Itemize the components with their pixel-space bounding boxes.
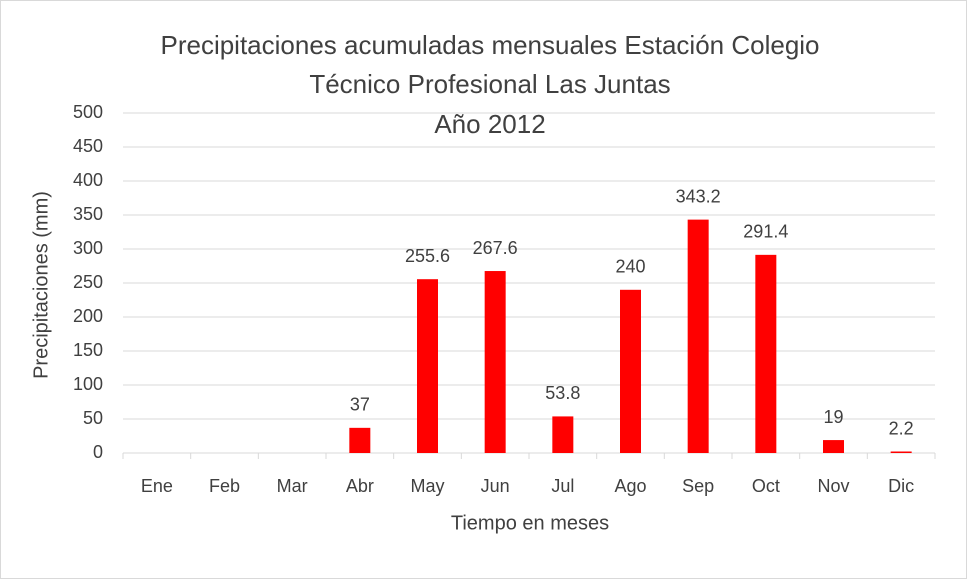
chart-title: Precipitaciones acumuladas mensuales Est… [160,30,819,60]
data-label: 343.2 [676,186,721,206]
y-tick-label: 0 [93,442,103,462]
data-label: 53.8 [545,383,580,403]
chart-title: Año 2012 [434,109,545,139]
y-tick-label: 300 [73,238,103,258]
x-tick-label: Ago [614,476,646,496]
data-label: 19 [823,407,843,427]
data-label: 240 [615,257,645,277]
x-tick-label: Sep [682,476,714,496]
x-tick-label: Dic [888,476,914,496]
data-label: 2.2 [889,418,914,438]
bar [620,289,641,453]
y-tick-label: 350 [73,204,103,224]
y-tick-label: 50 [83,408,103,428]
x-tick-label: Abr [346,476,374,496]
data-label: 37 [350,395,370,415]
bar [484,271,506,453]
x-tick-label: Jun [481,476,510,496]
bar [687,219,709,453]
x-tick-label: Feb [209,476,240,496]
bar [755,254,777,453]
bar [349,427,371,453]
data-label: 267.6 [473,238,518,258]
y-tick-label: 250 [73,272,103,292]
bar [417,279,438,453]
y-tick-label: 400 [73,170,103,190]
x-tick-label: Jul [551,476,574,496]
bar [552,416,574,453]
data-label: 291.4 [743,222,788,242]
x-tick-label: Mar [277,476,308,496]
x-tick-label: Ene [141,476,173,496]
y-tick-label: 450 [73,136,103,156]
bar [890,451,912,453]
data-label: 255.6 [405,246,450,266]
y-axis-label: Precipitaciones (mm) [30,191,52,379]
chart-title: Técnico Profesional Las Juntas [309,69,670,99]
y-tick-label: 100 [73,374,103,394]
x-tick-label: May [410,476,444,496]
x-tick-label: Oct [752,476,780,496]
bar [823,440,844,453]
y-tick-label: 500 [73,102,103,122]
x-axis-label: Tiempo en meses [451,512,609,534]
y-tick-label: 150 [73,340,103,360]
y-tick-label: 200 [73,306,103,326]
x-tick-label: Nov [817,476,849,496]
